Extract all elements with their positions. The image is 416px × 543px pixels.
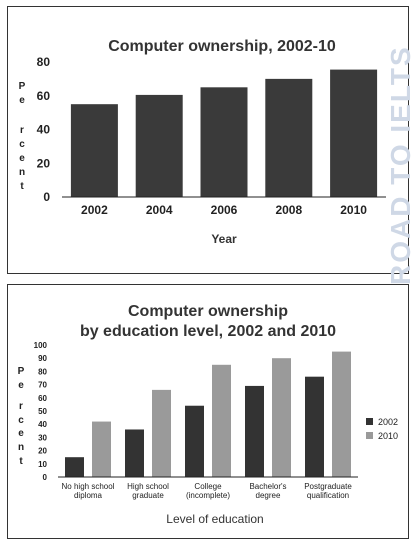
chart-panel-education: Computer ownership by education level, 20… bbox=[7, 284, 409, 539]
y-tick-label: 10 bbox=[38, 460, 47, 469]
y-tick-label: 60 bbox=[37, 89, 51, 103]
bar-2010-4 bbox=[332, 351, 351, 477]
x-axis-label: Level of education bbox=[166, 512, 263, 526]
bar-2008 bbox=[265, 78, 313, 197]
chart-title-line-2: by education level, 2002 and 2010 bbox=[80, 323, 336, 340]
chart-education-svg: Computer ownership by education level, 20… bbox=[18, 303, 398, 526]
bar-2010-0 bbox=[92, 421, 111, 477]
y-axis-label-char: e bbox=[19, 153, 25, 164]
x-tick-label: 2002 bbox=[81, 203, 108, 217]
y-axis-label-char: t bbox=[19, 456, 23, 467]
y-tick-label: 30 bbox=[38, 433, 47, 442]
bar-2002-2 bbox=[185, 405, 204, 477]
x-tick-label: No high school bbox=[62, 482, 115, 491]
x-tick-label: 2004 bbox=[146, 203, 173, 217]
x-tick-label: degree bbox=[256, 491, 281, 500]
y-tick-label: 80 bbox=[37, 55, 51, 69]
chart-title: Computer ownership, 2002-10 bbox=[108, 38, 336, 55]
x-tick-label: qualification bbox=[307, 491, 349, 500]
watermark-logo: ROAD TO IELTS bbox=[385, 45, 416, 285]
x-tick-label: diploma bbox=[74, 491, 103, 500]
y-axis-label-char: P bbox=[19, 81, 26, 92]
bar-2006 bbox=[200, 87, 248, 197]
y-tick-label: 0 bbox=[43, 473, 48, 482]
y-axis-label-char: n bbox=[18, 442, 24, 453]
y-tick-label: 40 bbox=[38, 420, 47, 429]
y-tick-label: 90 bbox=[38, 354, 47, 363]
legend-label: 2002 bbox=[378, 417, 398, 427]
y-axis-label-char: c bbox=[18, 415, 24, 426]
x-tick-label: 2010 bbox=[340, 203, 367, 217]
bar-2010-3 bbox=[272, 358, 291, 477]
bar-2002 bbox=[70, 104, 118, 197]
y-axis-label-char: c bbox=[19, 139, 25, 150]
y-axis-label-char: e bbox=[18, 380, 24, 391]
y-axis-label-char: r bbox=[19, 401, 23, 412]
legend-label: 2010 bbox=[378, 431, 398, 441]
y-tick-label: 40 bbox=[37, 123, 51, 137]
bar-2002-3 bbox=[245, 385, 264, 477]
bar-2002-0 bbox=[65, 457, 84, 477]
x-tick-label: High school bbox=[127, 482, 169, 491]
y-axis-label-char: t bbox=[20, 181, 24, 192]
y-tick-label: 20 bbox=[37, 156, 51, 170]
y-axis-label-char: P bbox=[18, 366, 25, 377]
x-tick-label: graduate bbox=[132, 491, 164, 500]
y-axis-label-char: n bbox=[19, 167, 25, 178]
chart-title-line-1: Computer ownership bbox=[128, 303, 288, 320]
y-tick-label: 60 bbox=[38, 394, 47, 403]
x-axis-label: Year bbox=[211, 232, 237, 246]
x-tick-label: Postgraduate bbox=[304, 482, 352, 491]
y-tick-label: 70 bbox=[38, 381, 47, 390]
y-tick-label: 50 bbox=[38, 407, 47, 416]
bar-2004 bbox=[135, 94, 183, 197]
y-tick-label: 0 bbox=[43, 190, 50, 204]
chart-year-svg: Computer ownership, 2002-10Percent020406… bbox=[19, 38, 386, 246]
x-tick-label: (incomplete) bbox=[186, 491, 230, 500]
x-tick-label: 2006 bbox=[211, 203, 238, 217]
y-tick-label: 80 bbox=[38, 367, 47, 376]
bar-2010-2 bbox=[212, 364, 231, 477]
legend-swatch-2002 bbox=[366, 418, 373, 425]
watermark-text: ROAD TO IELTS bbox=[385, 45, 416, 285]
y-axis-label-char: e bbox=[18, 428, 24, 439]
legend-swatch-2010 bbox=[366, 432, 373, 439]
y-tick-label: 100 bbox=[34, 341, 48, 350]
bar-2010-1 bbox=[152, 389, 171, 477]
x-tick-label: 2008 bbox=[275, 203, 302, 217]
bar-2010 bbox=[330, 69, 378, 197]
bar-2002-4 bbox=[305, 376, 324, 477]
bar-2002-1 bbox=[125, 429, 144, 477]
y-tick-label: 20 bbox=[38, 447, 47, 456]
x-tick-label: Bachelor's bbox=[249, 482, 286, 491]
y-axis-label-char: e bbox=[19, 95, 25, 106]
x-tick-label: College bbox=[194, 482, 222, 491]
y-axis-label-char: r bbox=[20, 125, 24, 136]
